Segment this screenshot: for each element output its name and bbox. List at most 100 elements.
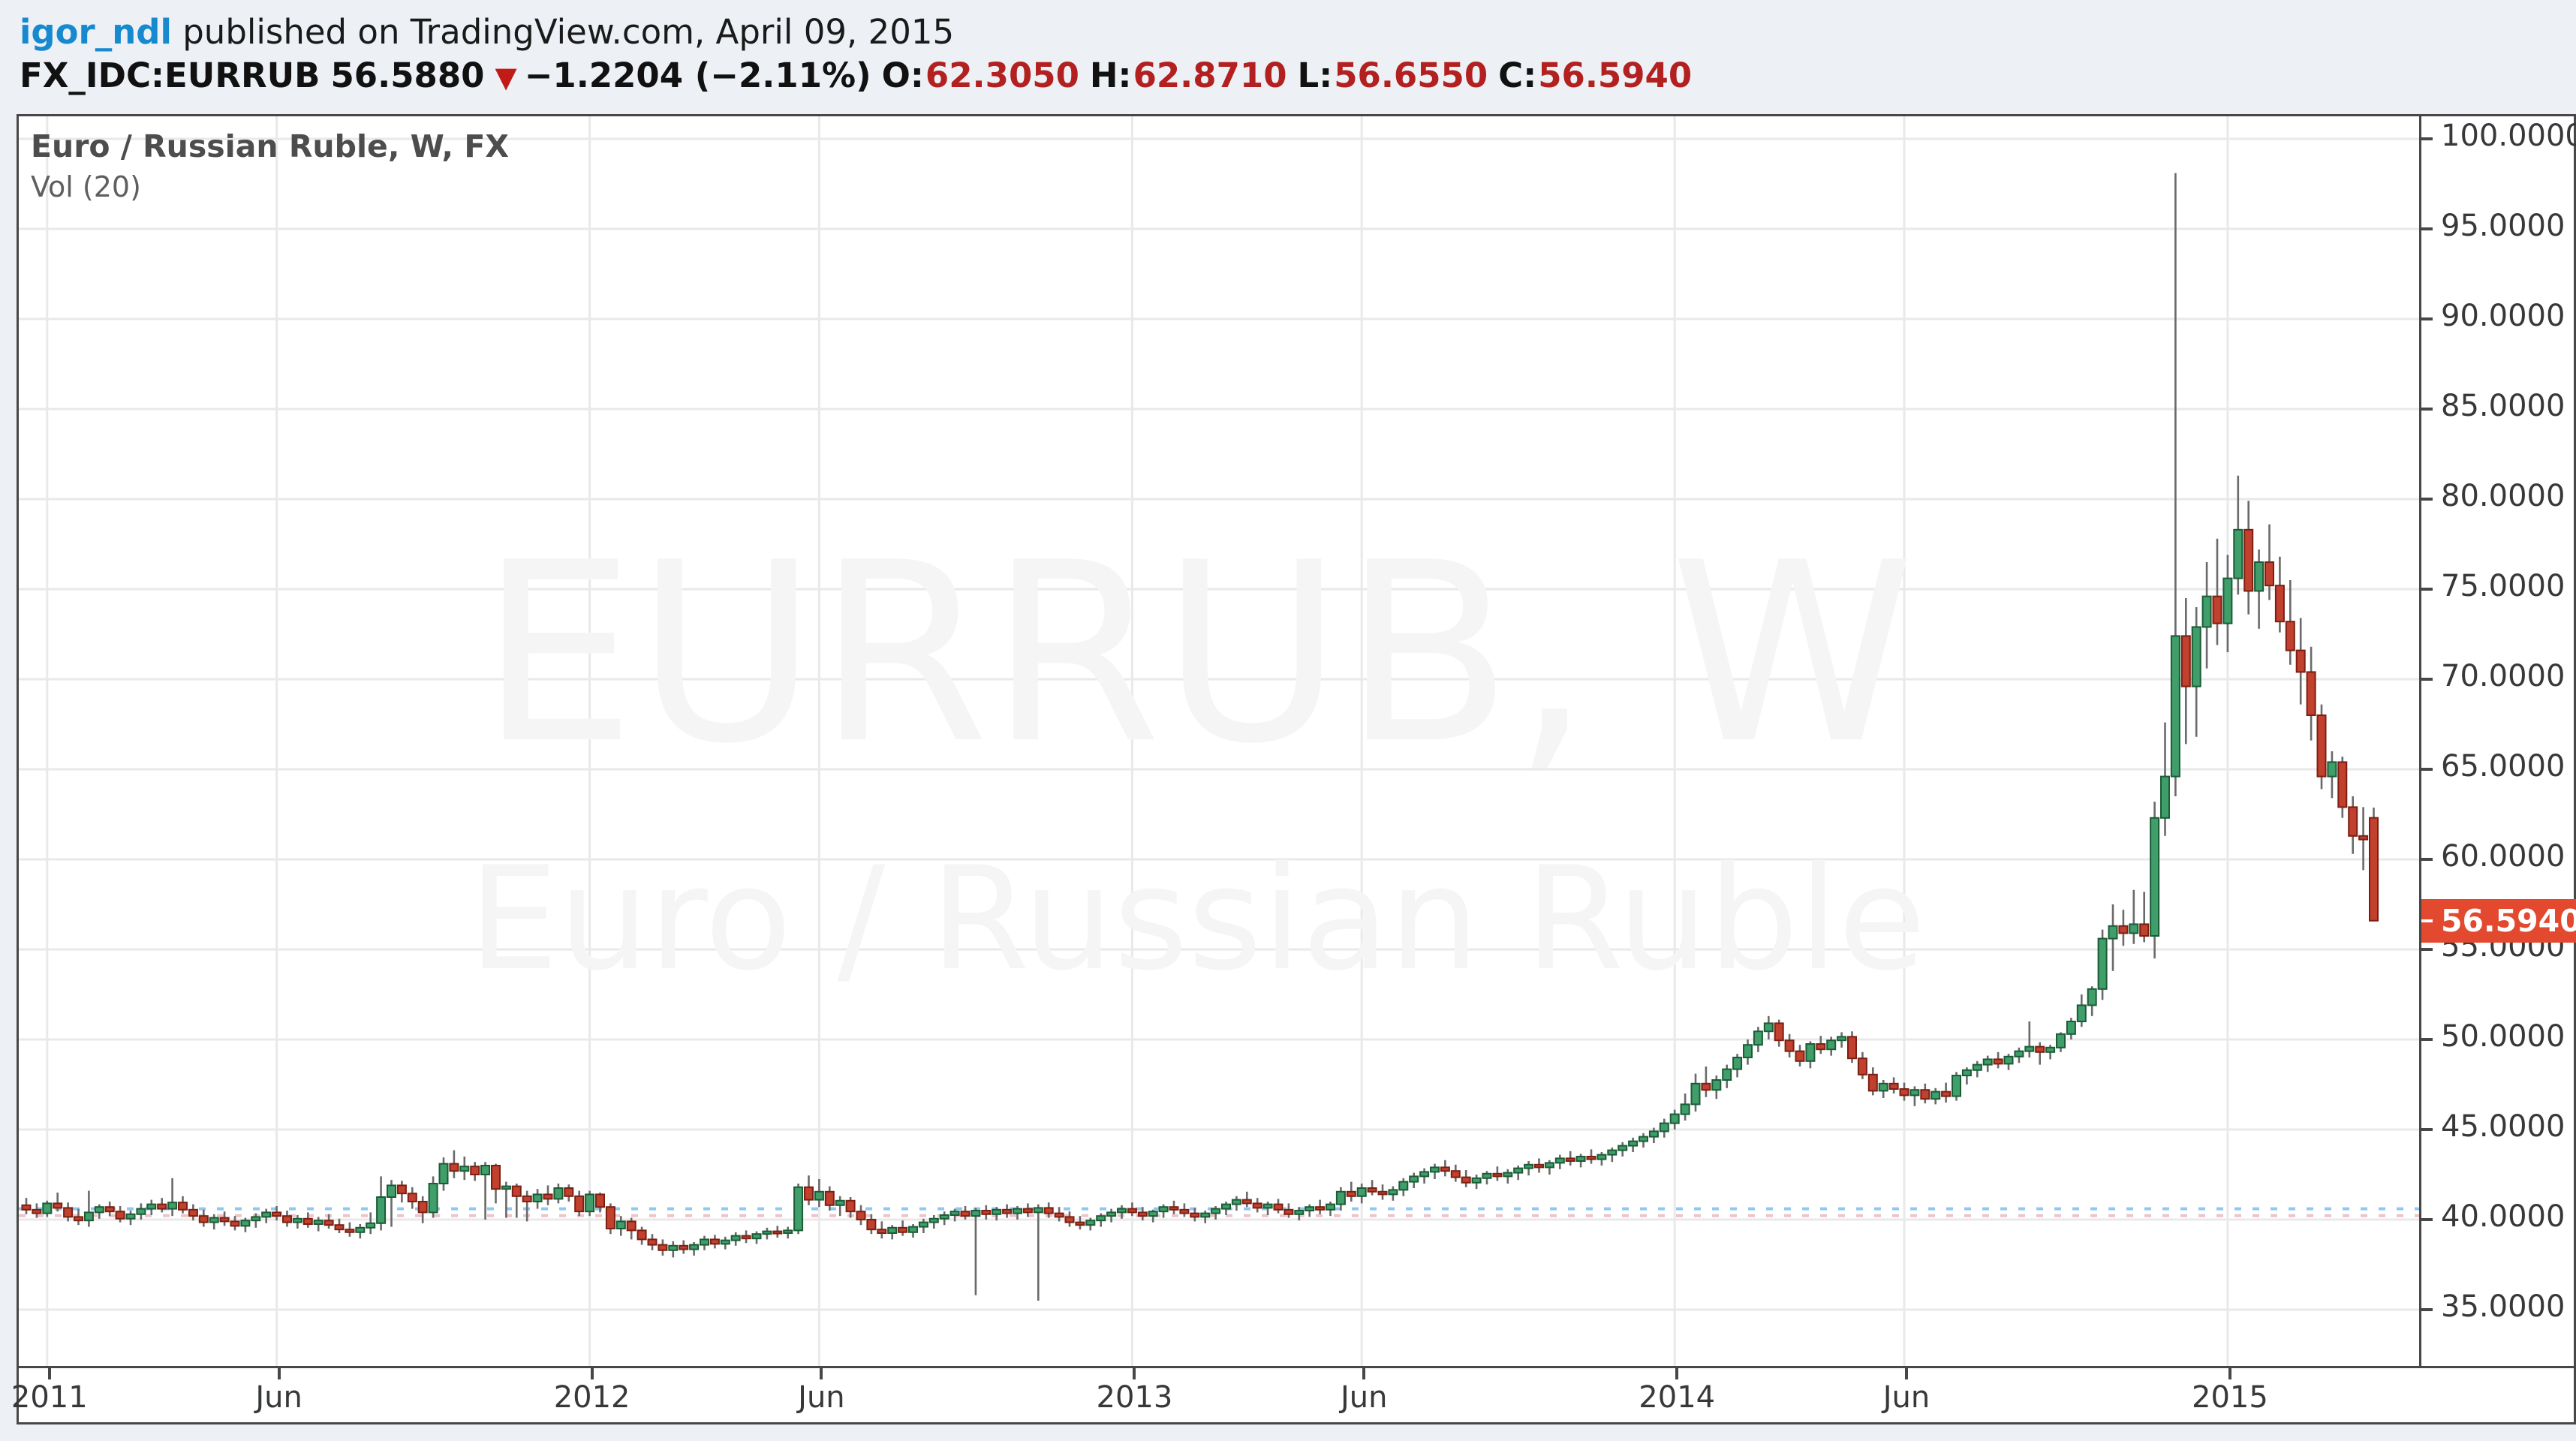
- price-axis-tick: [2421, 1038, 2433, 1041]
- candle: [636, 1226, 647, 1245]
- svg-text:EURRUB, W: EURRUB, W: [480, 510, 1915, 798]
- candle: [470, 1162, 480, 1181]
- candle: [971, 1208, 981, 1295]
- candle: [1335, 1187, 1346, 1211]
- close-value: 56.5940: [1538, 56, 1693, 95]
- candle: [2160, 722, 2170, 836]
- candle: [2150, 802, 2160, 958]
- candle: [1315, 1199, 1326, 1214]
- time-axis-tick: [1133, 1368, 1136, 1379]
- price-axis-tick: [2421, 1128, 2433, 1131]
- candle: [845, 1197, 856, 1218]
- candle: [2274, 556, 2285, 633]
- candle: [730, 1232, 741, 1246]
- candle: [1127, 1202, 1137, 1217]
- price-axis-label: 70.0000: [2441, 659, 2565, 693]
- candle: [53, 1193, 63, 1212]
- time-axis[interactable]: 2011 Jun 2012 Jun 2013 Jun 2014 Jun 2015: [11, 1366, 2574, 1422]
- candle: [2097, 929, 2108, 1000]
- candle: [2139, 892, 2150, 943]
- time-axis-tick: [590, 1368, 594, 1379]
- candle: [230, 1216, 240, 1231]
- candle: [2222, 555, 2233, 652]
- candle: [63, 1202, 74, 1222]
- price-axis-label: 75.0000: [2441, 569, 2565, 603]
- candle: [1711, 1075, 1722, 1100]
- candle: [2306, 646, 2316, 741]
- candle: [251, 1213, 261, 1228]
- candle: [543, 1185, 553, 1205]
- candle: [877, 1221, 887, 1239]
- close-label: C:: [1498, 56, 1537, 95]
- candle: [83, 1190, 94, 1227]
- candle: [1763, 1015, 1774, 1039]
- candle: [1283, 1203, 1294, 1218]
- candle: [1471, 1175, 1482, 1190]
- time-axis-label: Jun: [798, 1380, 845, 1415]
- candle: [1190, 1208, 1200, 1222]
- candle: [1294, 1207, 1305, 1221]
- candle: [1096, 1213, 1106, 1227]
- price-axis-tick: [2421, 948, 2433, 951]
- candle: [157, 1198, 167, 1213]
- candle: [2108, 904, 2118, 971]
- candle: [1680, 1094, 1690, 1121]
- candle: [1847, 1031, 1857, 1063]
- candle: [1409, 1172, 1419, 1188]
- price-axis-label: 60.0000: [2441, 839, 2565, 874]
- chart-pane[interactable]: Euro / Russian Ruble, W, FX Vol (20) EUR…: [19, 116, 2419, 1366]
- time-axis-tick: [2228, 1368, 2231, 1379]
- candle: [2254, 549, 2265, 629]
- candle: [939, 1211, 949, 1226]
- candle: [1033, 1204, 1043, 1301]
- candle: [700, 1235, 709, 1250]
- candle: [689, 1242, 700, 1256]
- candle: [1826, 1036, 1837, 1056]
- candle: [1659, 1118, 1669, 1138]
- candle: [2369, 808, 2379, 922]
- candle: [1305, 1204, 1315, 1217]
- candle: [2337, 757, 2348, 818]
- candle: [2201, 562, 2212, 669]
- candle: [1075, 1216, 1085, 1230]
- candle: [32, 1203, 42, 1218]
- candle: [94, 1204, 104, 1219]
- low-label: L:: [1297, 56, 1333, 95]
- price-axis-label: 80.0000: [2441, 479, 2565, 513]
- candle: [1262, 1202, 1273, 1215]
- candle: [658, 1239, 668, 1256]
- candle: [2014, 1047, 2024, 1063]
- candle: [2348, 796, 2358, 854]
- candle: [1503, 1169, 1513, 1184]
- candle: [1137, 1207, 1148, 1221]
- down-triangle-icon: ▼: [495, 61, 517, 94]
- candle: [1575, 1154, 1586, 1168]
- price-axis-tick: [2421, 1218, 2433, 1221]
- candle: [1961, 1067, 1972, 1085]
- candle: [261, 1208, 272, 1223]
- candle: [1117, 1205, 1127, 1219]
- candle: [772, 1226, 783, 1238]
- candle: [282, 1211, 292, 1227]
- candle: [2003, 1054, 2014, 1070]
- time-axis-label: 2013: [1096, 1380, 1173, 1415]
- username-link[interactable]: igor_ndl: [20, 12, 172, 52]
- candle: [1586, 1149, 1596, 1164]
- symbol-label: FX_IDC:EURRUB: [20, 56, 320, 95]
- price-axis[interactable]: 35.0000 40.0000 45.0000 50.0000 55.0000 60.00…: [2419, 116, 2576, 1366]
- candle: [1054, 1207, 1064, 1222]
- candle: [407, 1187, 417, 1209]
- candle: [188, 1204, 198, 1221]
- candle: [2243, 501, 2254, 615]
- candle: [42, 1200, 53, 1217]
- candle: [1450, 1164, 1461, 1182]
- time-axis-label: 2014: [1639, 1380, 1716, 1415]
- volume-indicator-label: Vol (20): [31, 170, 141, 203]
- candle: [1043, 1202, 1054, 1218]
- candle: [1211, 1206, 1221, 1220]
- price-axis-label: 95.0000: [2441, 209, 2565, 243]
- candle: [1398, 1178, 1409, 1196]
- candle: [1231, 1196, 1241, 1211]
- candle: [1784, 1033, 1795, 1057]
- candle: [2358, 807, 2369, 871]
